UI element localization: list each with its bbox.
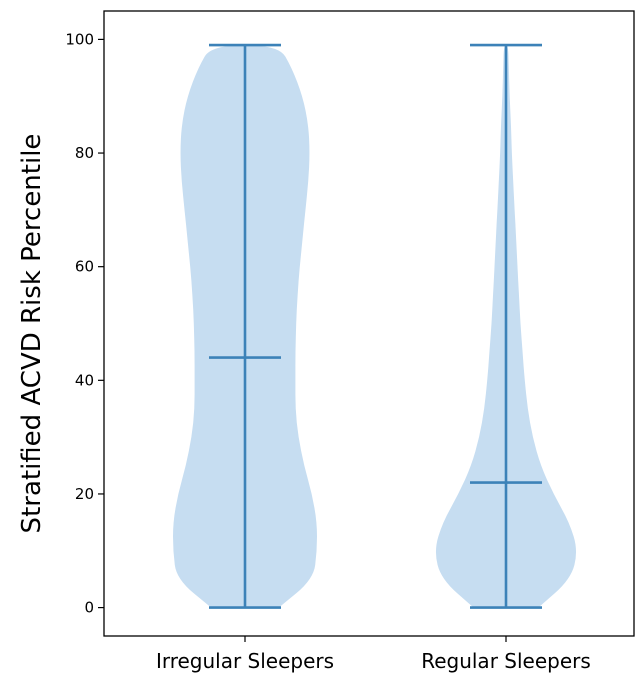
y-axis: 0 20 40 60 80 100 (65, 30, 104, 616)
y-tick-label: 40 (75, 371, 94, 389)
x-category-label: Irregular Sleepers (156, 649, 334, 673)
x-axis: Irregular Sleepers Regular Sleepers (156, 636, 591, 673)
x-category-label: Regular Sleepers (421, 649, 591, 673)
y-axis-title: Stratified ACVD Risk Percentile (17, 134, 47, 534)
y-tick-label: 20 (75, 485, 94, 503)
violin-layer (173, 45, 576, 608)
y-tick-label: 100 (65, 30, 94, 48)
y-tick-label: 60 (75, 258, 94, 276)
y-tick-label: 0 (84, 599, 94, 617)
y-tick-label: 80 (75, 144, 94, 162)
